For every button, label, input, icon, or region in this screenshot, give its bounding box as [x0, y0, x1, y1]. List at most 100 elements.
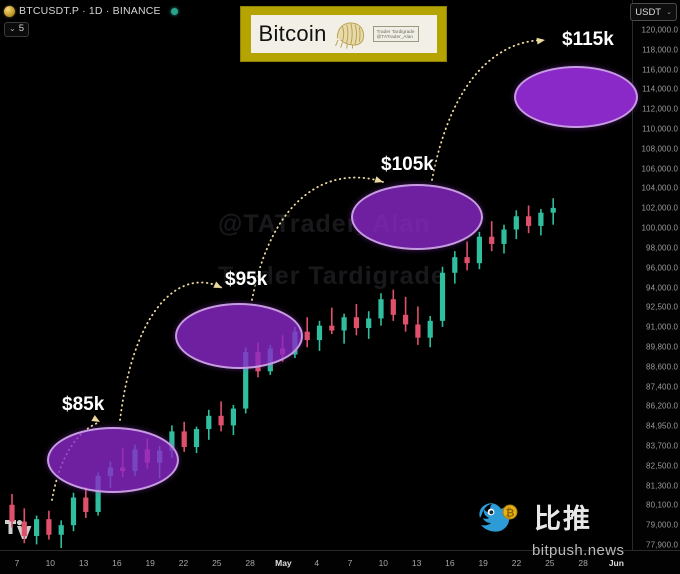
time-tick: Jun — [608, 558, 624, 568]
price-tick: 102,000.0 — [641, 203, 678, 213]
price-tick: 82,500.0 — [646, 461, 678, 471]
price-tick: 92,500.0 — [646, 302, 678, 312]
chart-legend[interactable]: BTCUSDT.P · 1D · BINANCE ⌄ 5 — [4, 4, 178, 37]
zone-95k[interactable] — [175, 303, 303, 369]
price-target-85k: $85k — [62, 394, 105, 415]
candle-body — [501, 229, 507, 244]
candle-body — [243, 352, 249, 409]
tradingview-logo-icon — [5, 520, 35, 539]
projection-arrow — [431, 39, 546, 181]
bitcoin-banner: Bitcoin Trader Tardigrade @TATrader_Alan — [240, 6, 447, 62]
price-tick: 86,200.0 — [646, 401, 678, 411]
time-tick: 7 — [14, 558, 20, 568]
banner-title: Bitcoin — [258, 21, 327, 46]
tardigrade-logo-icon — [334, 22, 364, 49]
zone-85k[interactable] — [47, 427, 179, 493]
price-tick: 120,000.0 — [641, 25, 678, 35]
price-tick: 96,000.0 — [646, 263, 678, 273]
candle-body — [193, 429, 200, 448]
price-tick: 88,600.0 — [646, 362, 678, 372]
twitter-bird-icon: ₿ — [479, 503, 518, 532]
candle-body — [366, 318, 372, 329]
price-axis[interactable]: 120,000.0 118,000.0 116,000.0 114,000.0 112,… — [632, 0, 680, 550]
price-tick: 94,000.0 — [646, 283, 678, 292]
currency-label: USDT — [635, 6, 662, 18]
chevron-down-icon: ⌄ — [9, 24, 16, 33]
interval-badge[interactable]: ⌄ 5 — [4, 21, 29, 37]
projection-arrow-head — [91, 415, 100, 422]
time-tick: 19 — [145, 558, 155, 568]
price-tick: 106,000.0 — [641, 164, 678, 174]
time-tick: 19 — [478, 558, 488, 568]
price-target-95k: $95k — [225, 269, 268, 290]
time-tick: 25 — [545, 558, 555, 568]
time-tick: 10 — [45, 558, 56, 568]
candle-body — [489, 236, 495, 244]
candle-body — [415, 324, 421, 338]
currency-selector[interactable]: USDT ⌄ — [630, 3, 677, 21]
price-tick: 84,950.0 — [646, 421, 678, 431]
price-tick: 112,000.0 — [642, 104, 678, 114]
time-tick: 10 — [378, 558, 389, 568]
candle-body — [378, 299, 384, 319]
candle-body — [169, 431, 175, 451]
bitpush-branding: ₿ 比推 bitpush.news — [476, 498, 624, 559]
candle-body — [181, 431, 187, 448]
handle-badge-line2: @TATrader_Alan — [376, 34, 413, 39]
candle-body — [513, 216, 519, 230]
candle-body — [427, 320, 433, 338]
zone-115k[interactable] — [514, 66, 638, 128]
price-tick: 108,000.0 — [641, 144, 678, 154]
bitpush-cn-name: 比推 — [534, 503, 592, 535]
time-tick: 22 — [511, 558, 522, 568]
price-tick: 110,000.0 — [642, 124, 678, 134]
price-tick: 100,000.0 — [641, 223, 678, 233]
time-axis[interactable]: 7 10 13 16 19 22 25 28 May 4 7 10 13 16 19 22 25 28 Jun — [0, 550, 680, 574]
projection-arrow-head — [536, 37, 545, 45]
zone-105k[interactable] — [351, 184, 483, 250]
projection-arrow-head — [374, 176, 383, 183]
price-target-105k: $105k — [381, 154, 434, 175]
projection-arrow — [251, 176, 384, 301]
candle-body — [58, 525, 64, 535]
candle-body — [403, 314, 409, 325]
candle-body — [538, 212, 544, 226]
projection-arrow-head — [213, 281, 222, 288]
handle-badge: Trader Tardigrade @TATrader_Alan — [372, 25, 419, 43]
chart-plot-area[interactable]: @TATrader_Alan Trader Tardigrade $85k $9… — [0, 0, 638, 559]
price-tick: 114,000.0 — [642, 84, 678, 94]
symbol-label: BTCUSDT.P · 1D · BINANCE — [19, 5, 161, 17]
candle-body — [316, 325, 323, 341]
price-tick: 83,700.0 — [646, 441, 678, 451]
time-tick: 28 — [578, 558, 588, 568]
candle-body — [464, 257, 470, 264]
candle-body — [21, 521, 27, 536]
time-tick: 13 — [411, 558, 422, 568]
candle-body — [550, 207, 556, 213]
price-tick: 81,300.0 — [646, 481, 678, 491]
projection-arrow — [119, 281, 223, 421]
candle-body — [46, 519, 52, 535]
price-tick: 104,000.0 — [641, 183, 678, 193]
price-tick: 77,900.0 — [646, 540, 678, 550]
candle-body — [9, 504, 15, 522]
candle-body — [329, 325, 335, 331]
time-tick: 16 — [445, 558, 455, 568]
candle-body — [452, 257, 458, 273]
candle-body — [341, 317, 347, 331]
time-tick: 13 — [78, 558, 89, 568]
price-tick: 80,100.0 — [646, 500, 678, 510]
candle-body — [304, 331, 310, 341]
svg-text:₿: ₿ — [506, 507, 515, 520]
live-status-dot — [170, 7, 178, 15]
candle-body — [95, 475, 101, 512]
handle-badge-line1: Trader Tardigrade — [376, 28, 415, 34]
candle-body — [390, 299, 396, 315]
candle-body — [439, 272, 446, 321]
bitpush-url: bitpush.news — [532, 542, 625, 559]
price-tick: 118,000.0 — [642, 45, 678, 55]
price-tick: 89,800.0 — [646, 342, 678, 352]
price-tick: 116,000.0 — [642, 65, 678, 75]
candle-body — [353, 317, 359, 329]
